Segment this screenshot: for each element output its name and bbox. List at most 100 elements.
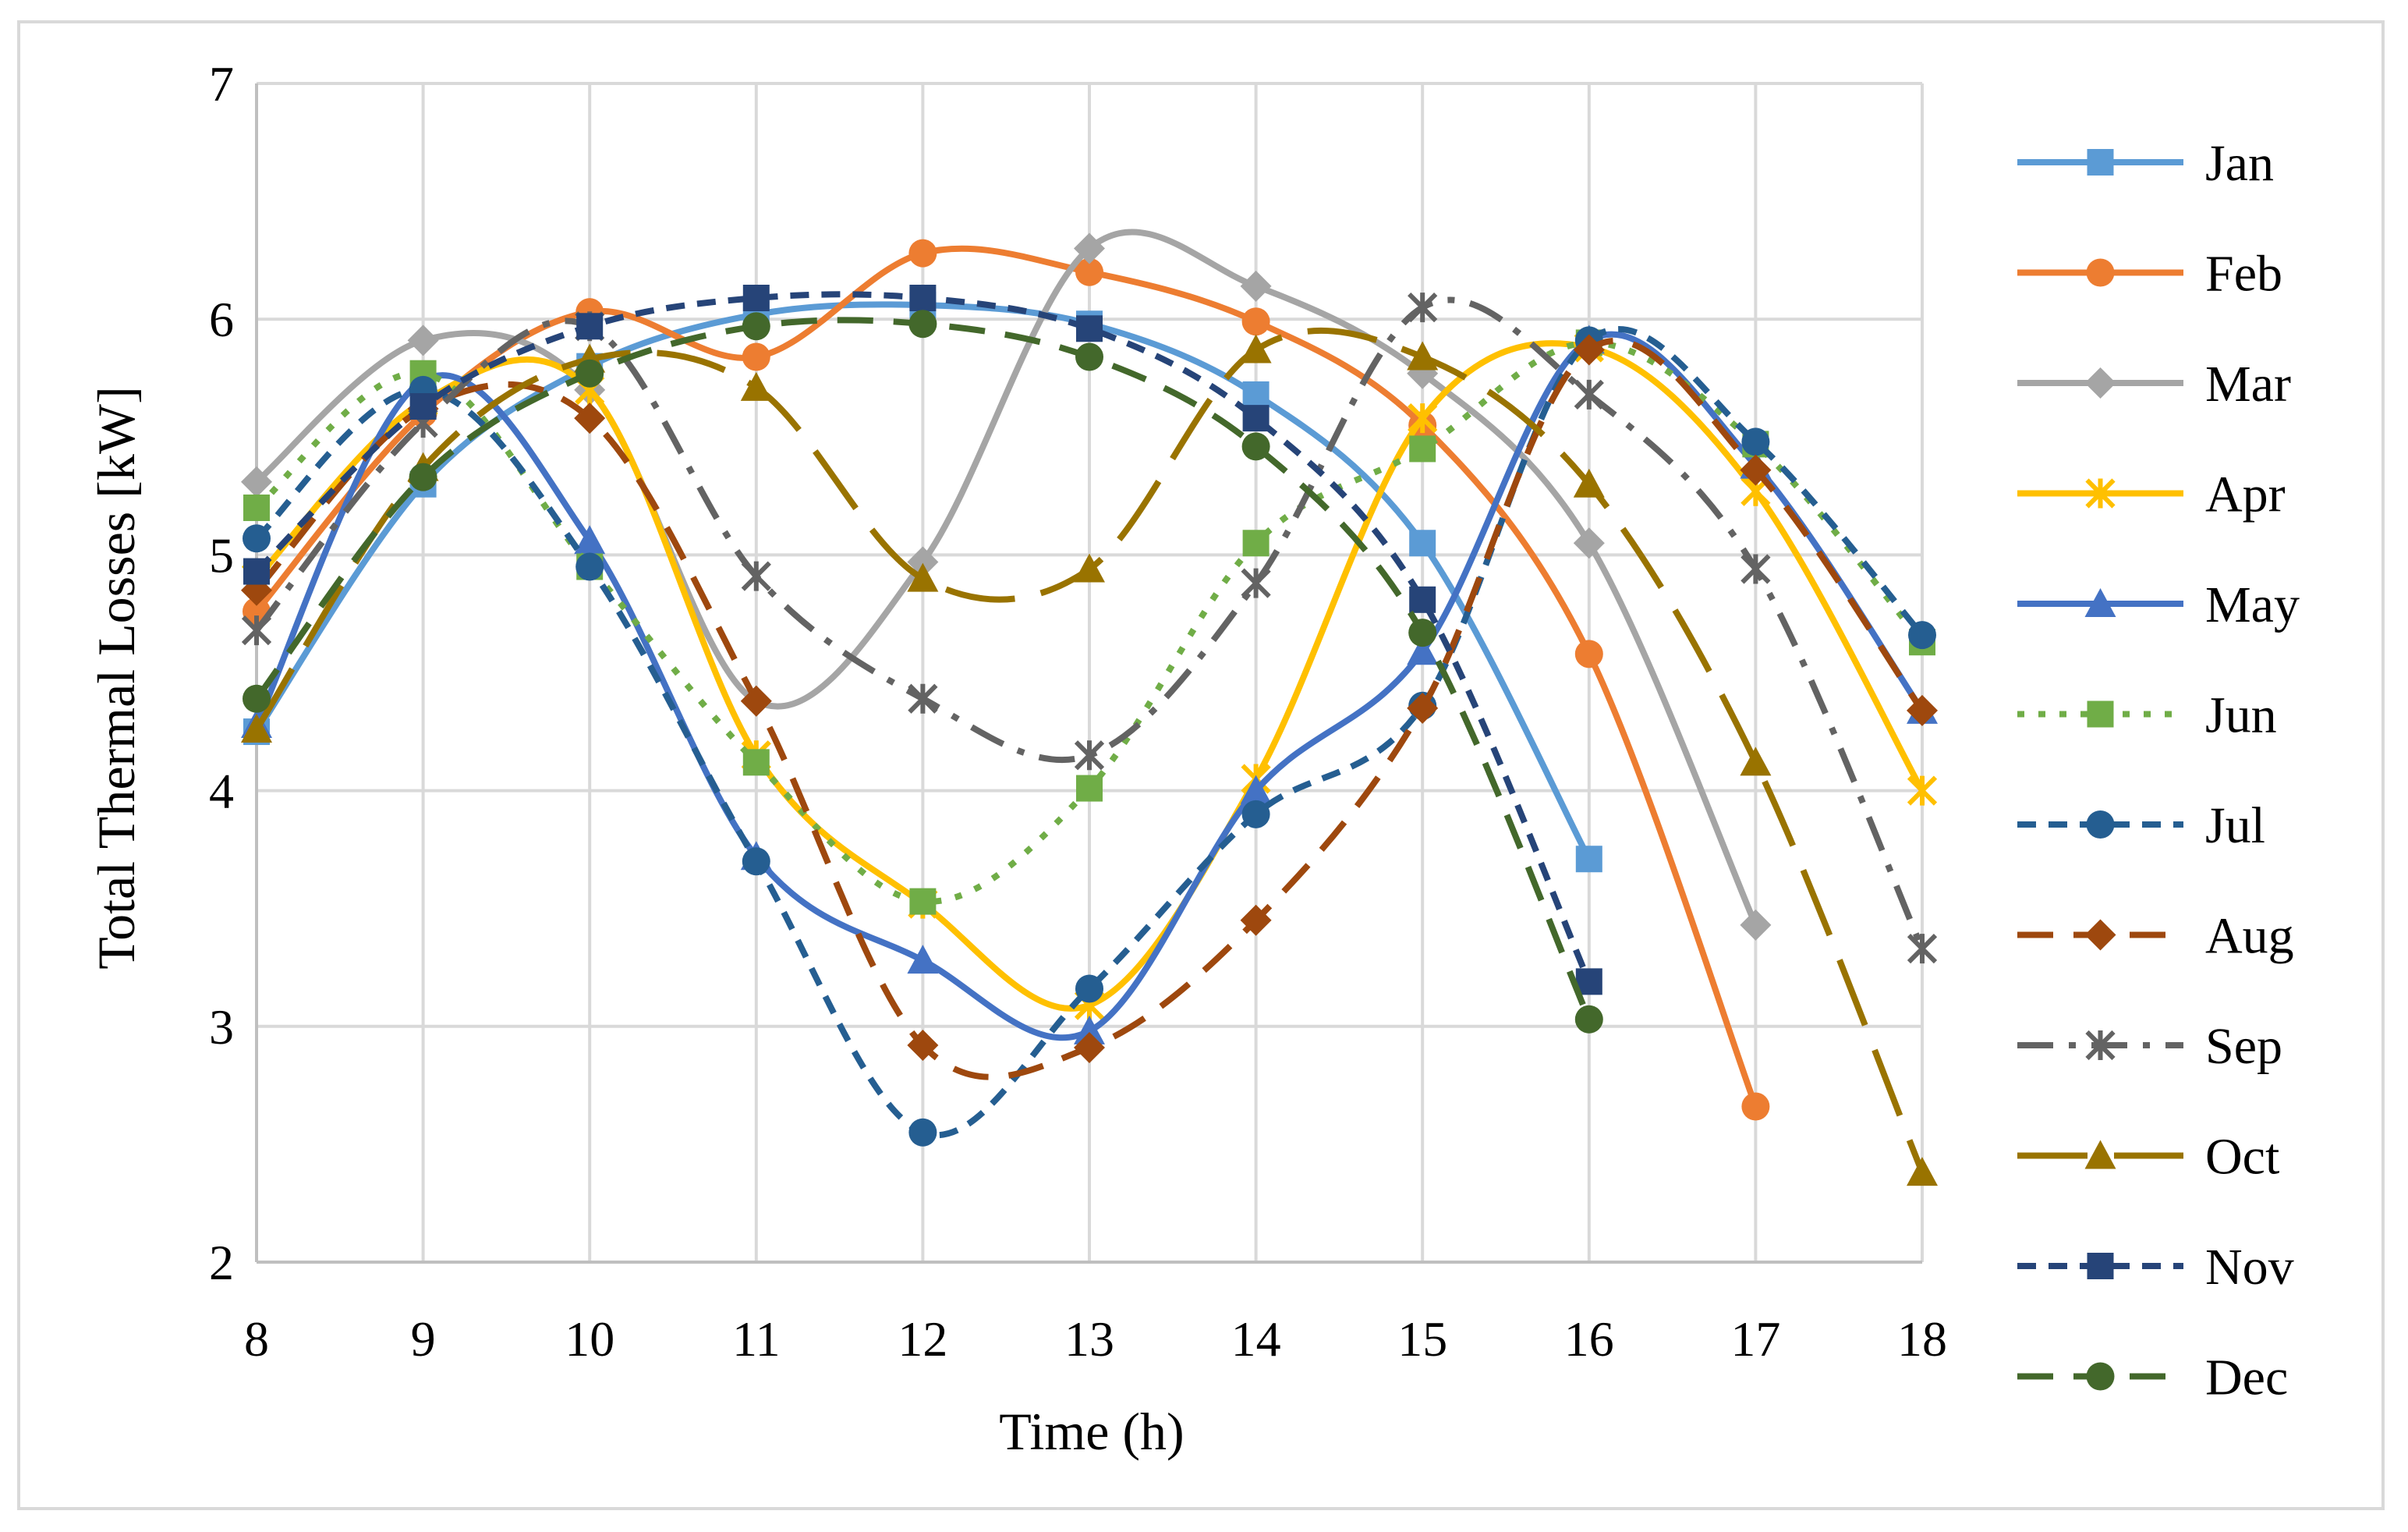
x-tick-label: 13 (1064, 1311, 1114, 1367)
data-point-oct (241, 714, 272, 743)
x-tick-label: 8 (244, 1311, 269, 1367)
x-tick-label: 16 (1564, 1311, 1614, 1367)
y-tick-label: 7 (209, 56, 234, 112)
series-line-jul (254, 326, 1925, 1138)
data-point-dec (409, 463, 437, 491)
data-point-oct (907, 562, 939, 592)
data-point-aug (1740, 454, 1772, 486)
legend-label: Oct (2205, 1129, 2279, 1186)
legend-label: Jan (2205, 135, 2274, 192)
data-point-dec (1574, 1005, 1603, 1034)
axes (255, 83, 1922, 1264)
data-point-feb (1741, 1092, 1770, 1121)
legend-marker (2084, 367, 2116, 399)
legend-marker (2085, 1030, 2116, 1061)
data-point-oct (740, 371, 772, 401)
y-tick-label: 2 (209, 1235, 234, 1290)
series-line-feb (253, 245, 1759, 1108)
series-aug (241, 334, 1938, 1080)
legend-label: Apr (2205, 466, 2286, 523)
data-point-sep (1574, 379, 1604, 410)
data-point-feb (1241, 307, 1270, 336)
series-nov (243, 285, 1602, 995)
y-tick-label: 3 (209, 999, 234, 1055)
legend-entry-aug: Aug (2017, 908, 2294, 965)
data-point-jul (1908, 621, 1936, 650)
x-tick-label: 9 (411, 1311, 436, 1367)
data-point-aug (740, 685, 772, 717)
legend-marker (2085, 478, 2116, 509)
data-point-jun (1242, 530, 1270, 557)
data-point-nov (1409, 586, 1436, 613)
y-axis-title: Total Thermal Losses [kW] (87, 386, 146, 969)
data-point-jan (1575, 846, 1602, 873)
legend-label: Aug (2205, 908, 2294, 965)
data-point-dec (1408, 619, 1437, 647)
data-point-oct (1074, 553, 1105, 583)
series-layer (241, 229, 1938, 1186)
data-point-sep (1074, 740, 1105, 771)
series-line-oct (253, 327, 1925, 1174)
data-point-mar (241, 466, 272, 498)
data-point-dec (575, 359, 604, 388)
x-axis-title: Time (h) (999, 1402, 1184, 1461)
data-point-aug (574, 403, 606, 434)
data-point-nov (909, 285, 937, 312)
data-point-feb (1574, 640, 1603, 668)
data-point-aug (1074, 1031, 1105, 1063)
y-tick-label: 5 (209, 527, 234, 583)
legend-marker (2086, 1362, 2115, 1391)
data-point-mar (1074, 232, 1105, 264)
x-tick-label: 11 (732, 1311, 781, 1367)
data-point-jul (908, 1118, 937, 1147)
legend-marker (2087, 149, 2114, 176)
data-point-jul (1241, 800, 1270, 828)
data-point-sep (741, 561, 771, 591)
data-point-jul (575, 552, 604, 581)
legend-entry-jun: Jun (2017, 687, 2277, 744)
legend-entry-jul: Jul (2017, 797, 2265, 854)
data-point-may (1240, 775, 1272, 804)
data-point-sep (1907, 933, 1938, 964)
legend-label: Mar (2205, 356, 2291, 413)
legend-marker (2084, 919, 2116, 951)
series-feb (243, 239, 1770, 1121)
data-point-feb (908, 239, 937, 268)
data-point-oct (1907, 1157, 1938, 1186)
data-point-dec (908, 310, 937, 339)
data-point-nov (409, 393, 437, 420)
data-point-jun (243, 494, 270, 521)
x-tick-label: 12 (898, 1311, 947, 1367)
data-point-feb (742, 342, 770, 371)
data-point-jun (1076, 775, 1103, 802)
data-point-apr (1907, 775, 1938, 806)
series-dec (243, 310, 1603, 1034)
data-point-may (1407, 636, 1439, 665)
legend-entry-apr: Apr (2017, 466, 2286, 523)
series-line-nov (254, 291, 1592, 983)
legend-marker (2087, 1253, 2114, 1279)
data-point-aug (1573, 334, 1605, 366)
data-point-jul (742, 847, 770, 876)
data-point-oct (1740, 746, 1772, 776)
data-point-may (1074, 1015, 1105, 1044)
legend-label: Sep (2205, 1018, 2282, 1075)
legend-label: Jun (2205, 687, 2277, 744)
data-point-mar (407, 324, 439, 356)
data-point-feb (1075, 257, 1103, 286)
x-tick-label: 15 (1397, 1311, 1447, 1367)
legend-entry-jan: Jan (2017, 135, 2274, 192)
data-point-oct (1240, 334, 1272, 363)
data-point-sep (1408, 292, 1438, 323)
legend-marker (2087, 700, 2114, 728)
series-jul (243, 326, 1936, 1147)
legend-label: Feb (2205, 246, 2282, 303)
series-line-sep (253, 296, 1925, 950)
data-point-jan (1242, 381, 1270, 408)
data-point-aug (1240, 904, 1272, 936)
data-point-apr (1408, 403, 1438, 434)
legend-entry-may: May (2017, 576, 2300, 633)
data-point-dec (742, 312, 770, 341)
data-point-dec (1075, 342, 1103, 371)
